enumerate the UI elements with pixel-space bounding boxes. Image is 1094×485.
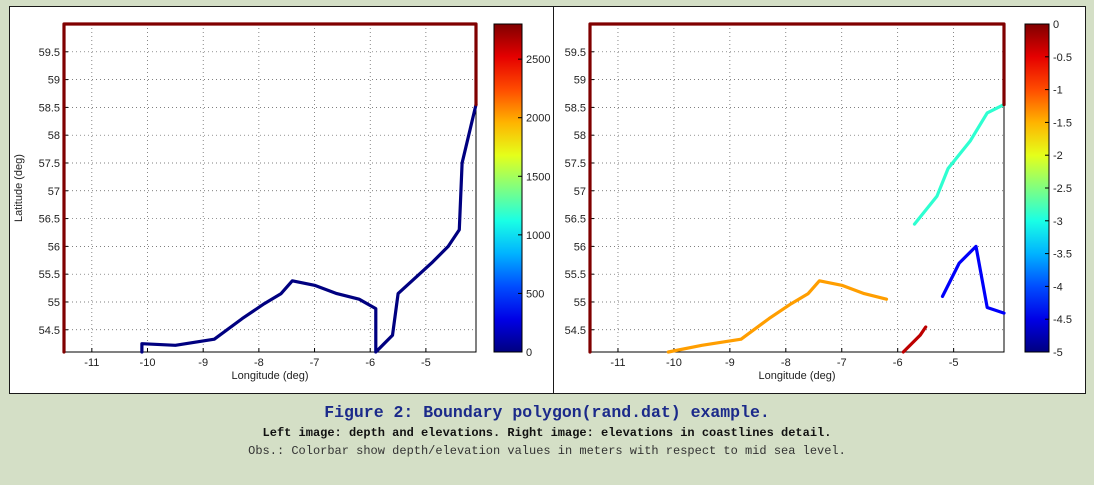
- x-axis-label: Longitude (deg): [758, 370, 835, 382]
- x-tick-label: -10: [140, 357, 156, 369]
- series-line-2: [62, 22, 478, 354]
- colorbar-tick-label: 1500: [526, 171, 550, 183]
- x-tick-label: -9: [198, 357, 208, 369]
- colorbar-tick-label: 2500: [526, 54, 550, 66]
- y-tick-label: 55: [48, 297, 60, 309]
- y-tick-label: 54.5: [39, 325, 60, 337]
- plot-area: [589, 23, 1005, 353]
- y-tick-label: 55.5: [39, 269, 60, 281]
- y-tick-label: 57.5: [565, 158, 586, 170]
- series-line-4: [912, 102, 1006, 226]
- y-tick-label: 57: [574, 186, 586, 198]
- series-line-5: [588, 22, 1006, 354]
- y-tick-label: 59: [574, 75, 586, 87]
- x-tick-label: -8: [781, 357, 791, 369]
- y-tick-label: 54.5: [565, 325, 586, 337]
- x-tick-label: -10: [666, 357, 682, 369]
- y-tick-label: 56: [574, 241, 586, 253]
- colorbar-tick-label: -3: [1053, 216, 1063, 228]
- y-axis-label: Latitude (deg): [13, 154, 25, 222]
- colorbar-tick-label: 1000: [526, 230, 550, 242]
- y-tick-label: 57: [48, 186, 60, 198]
- colorbar-tick-label: 500: [526, 288, 544, 300]
- coastline-elevation-chart: -11 -10 -9 -8 -7 -6 -554.55555.55656.55757.558…: [565, 19, 1072, 382]
- colorbar-tick-label: -2: [1053, 150, 1063, 162]
- y-tick-label: 56: [48, 241, 60, 253]
- series-line-1: [666, 279, 889, 354]
- colorbar: [493, 23, 523, 353]
- colorbar-tick-label: -5: [1053, 347, 1063, 359]
- y-tick-label: 59.5: [39, 47, 60, 59]
- colorbar-tick-label: 0: [1053, 19, 1059, 31]
- colorbar-tick-label: -1.5: [1053, 117, 1072, 129]
- x-tick-label: -5: [421, 357, 431, 369]
- y-tick-label: 58.5: [39, 102, 60, 114]
- colorbar-tick-label: 0: [526, 347, 532, 359]
- y-tick-label: 58.5: [565, 102, 586, 114]
- series-line-1: [140, 102, 478, 354]
- y-tick-label: 55: [574, 297, 586, 309]
- depth-elevation-chart: -11 -10 -9 -8 -7 -6 -5 54.5 55 55.5 56 56.5 57 57.5 58…: [13, 22, 550, 382]
- y-tick-label: 58: [574, 130, 586, 142]
- caption-subtitle: Left image: depth and elevations. Right …: [262, 426, 832, 440]
- y-tick-label: 56.5: [565, 214, 586, 226]
- y-tick-label: 57.5: [39, 158, 60, 170]
- x-tick-label: -7: [310, 357, 320, 369]
- y-tick-label: 56.5: [39, 214, 60, 226]
- colorbar-tick-label: -4.5: [1053, 314, 1072, 326]
- figure-caption: Figure 2: Boundary polygon(rand.dat) exa…: [0, 402, 1094, 460]
- x-tick-label: -6: [893, 357, 903, 369]
- colorbar-tick-label: -4: [1053, 281, 1063, 293]
- series-line-2: [901, 325, 928, 354]
- colorbar-tick-label: -1: [1053, 85, 1063, 97]
- x-tick-label: -9: [725, 357, 735, 369]
- x-tick-label: -7: [837, 357, 847, 369]
- x-tick-label: -5: [949, 357, 959, 369]
- colorbar-tick-label: -3.5: [1053, 249, 1072, 261]
- x-tick-label: -11: [84, 357, 99, 369]
- y-tick-label: 58: [48, 130, 60, 142]
- caption-title: Figure 2: Boundary polygon(rand.dat) exa…: [324, 403, 770, 422]
- x-tick-label: -6: [365, 357, 375, 369]
- caption-observation: Obs.: Colorbar show depth/elevation valu…: [248, 444, 846, 458]
- colorbar-tick-label: 2000: [526, 113, 550, 125]
- y-tick-label: 59: [48, 75, 60, 87]
- colorbar-tick-label: -2.5: [1053, 183, 1072, 195]
- plot-area: [63, 23, 477, 353]
- x-axis-label: Longitude (deg): [231, 370, 308, 382]
- panel-divider: [553, 6, 554, 394]
- colorbar-tick-label: -0.5: [1053, 52, 1072, 64]
- x-tick-label: -8: [254, 357, 264, 369]
- x-tick-label: -11: [610, 357, 625, 369]
- series-line-3: [940, 244, 1006, 315]
- y-tick-label: 55.5: [565, 269, 586, 281]
- y-tick-label: 59.5: [565, 47, 586, 59]
